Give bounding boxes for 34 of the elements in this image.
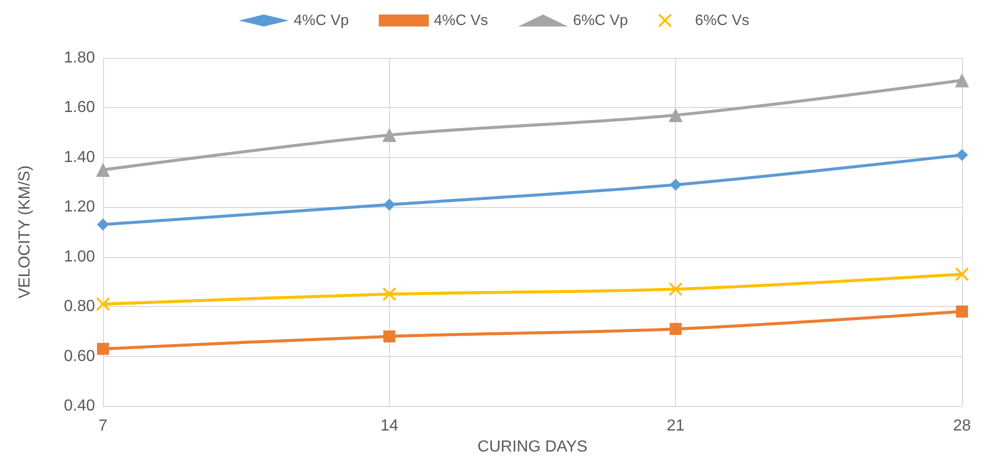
point <box>383 330 396 342</box>
point <box>670 322 682 335</box>
x-tick-label: 14 <box>380 418 398 434</box>
point <box>96 297 110 312</box>
legend-label: 6%C Vp <box>573 12 628 29</box>
point <box>97 218 109 231</box>
legend-label: 4%C Vs <box>434 12 488 29</box>
y-tick-label: 0.60 <box>64 348 96 365</box>
point <box>383 198 396 211</box>
y-tick-label: 1.60 <box>64 99 96 116</box>
y-tick-label: 1.20 <box>64 198 96 216</box>
y-tick-label: 1.00 <box>64 248 96 266</box>
x-axis-title: CURING DAYS <box>478 438 588 456</box>
y-tick-label: 1.40 <box>64 148 96 166</box>
point <box>956 148 968 161</box>
point <box>96 162 110 177</box>
point <box>668 108 683 122</box>
legend-label: 4%C Vp <box>294 12 349 29</box>
y-tick-label: 0.80 <box>64 298 96 316</box>
x-tick-label: 7 <box>98 418 108 434</box>
point <box>382 287 396 302</box>
legend-label: 6%C Vs <box>695 12 750 29</box>
point <box>956 306 968 318</box>
point <box>670 178 682 191</box>
y-tick-label: 0.40 <box>64 398 96 414</box>
point <box>668 282 683 296</box>
point <box>955 73 969 88</box>
point <box>382 128 396 142</box>
x-tick-label: 28 <box>953 418 971 434</box>
point <box>97 342 109 355</box>
x-tick-label: 21 <box>666 418 685 434</box>
point <box>955 267 969 282</box>
y-tick-label: 1.80 <box>64 50 96 66</box>
y-axis-title: VELOCITY (KM/S) <box>16 165 34 299</box>
